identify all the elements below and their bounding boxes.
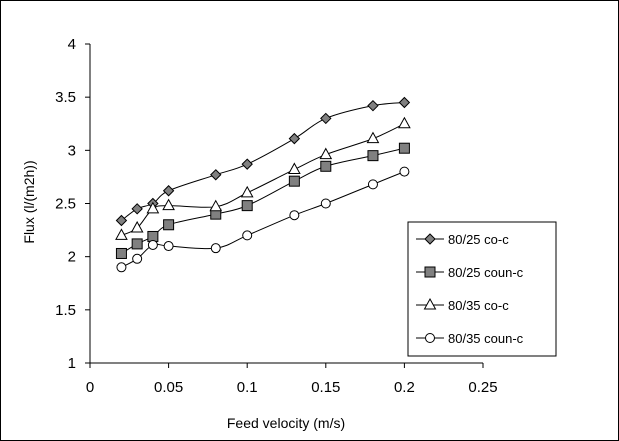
legend-label: 80/35 coun-c [448, 331, 524, 346]
data-point [288, 175, 300, 187]
x-tick-label: 0.2 [394, 379, 415, 396]
data-point [115, 247, 127, 259]
chart-series-layer [115, 96, 411, 273]
data-point [163, 219, 175, 231]
data-point [367, 150, 379, 162]
data-point [162, 198, 175, 211]
data-point [288, 162, 301, 174]
data-point [398, 142, 410, 154]
legend-marker [424, 266, 436, 278]
x-tick-label: 0 [86, 379, 94, 396]
y-tick-label: 1.5 [55, 302, 76, 319]
data-point [289, 210, 300, 221]
data-point [115, 228, 128, 240]
legend-marker [423, 297, 437, 310]
x-tick-label: 0.1 [237, 379, 258, 396]
y-tick-label: 4 [68, 36, 76, 53]
data-point [320, 160, 332, 172]
y-tick-label: 3 [68, 142, 76, 159]
series-line [121, 101, 405, 221]
data-point [367, 99, 379, 112]
legend-item: 80/35 co-c [416, 297, 509, 313]
y-tick-label: 3.5 [55, 89, 76, 106]
series-2 [115, 116, 411, 240]
data-point [398, 116, 411, 129]
legend-label: 80/35 co-c [448, 298, 509, 313]
data-point [131, 203, 143, 215]
data-point [130, 220, 144, 233]
data-point [147, 230, 159, 242]
data-point [399, 166, 410, 177]
y-tick-label: 1 [68, 355, 76, 372]
legend-label: 80/25 co-c [448, 232, 509, 247]
data-point [115, 214, 128, 227]
data-point [320, 198, 331, 209]
data-point [131, 238, 143, 250]
data-point [163, 241, 174, 252]
y-tick-label: 2 [68, 249, 76, 266]
x-tick-label: 0.15 [311, 379, 340, 396]
data-point [146, 201, 160, 214]
legend-marker [424, 233, 436, 245]
legend-label: 80/25 coun-c [448, 265, 524, 280]
legend-item: 80/25 coun-c [416, 265, 524, 280]
series-line [121, 123, 405, 236]
y-tick-label: 2.5 [55, 196, 76, 213]
data-point [210, 169, 222, 181]
legend-box [407, 221, 557, 357]
data-point [242, 230, 253, 241]
data-point [319, 147, 333, 160]
data-point [367, 179, 378, 190]
x-axis-title: Feed velocity (m/s) [227, 415, 345, 431]
y-axis-title: Flux (l/(m2h)) [21, 160, 37, 243]
data-point [320, 112, 332, 125]
data-point [366, 131, 380, 144]
data-point [240, 185, 254, 198]
x-tick-label: 0.25 [468, 379, 497, 396]
data-point [398, 96, 411, 109]
chart-axes: 1 1.5 2 2.5 3 3.5 4 0 0.05 0.1 0.15 0.2 0.25 [55, 36, 497, 396]
series-line [121, 147, 405, 254]
data-point [209, 199, 223, 212]
legend-item: 80/25 co-c [416, 232, 509, 247]
data-point [241, 158, 253, 170]
series-3 [116, 166, 410, 273]
data-point [147, 239, 158, 250]
x-tick-label: 0.05 [154, 379, 183, 396]
chart-legend: 80/25 co-c 80/25 coun-c 80/35 co-c 80/35 co… [407, 221, 557, 357]
data-point [132, 253, 143, 264]
data-point [162, 185, 175, 197]
data-point [241, 200, 253, 212]
data-point [116, 262, 127, 273]
series-line [121, 171, 405, 268]
data-point [288, 132, 301, 145]
legend-marker [425, 333, 435, 343]
legend-item: 80/35 coun-c [416, 331, 524, 346]
series-1 [115, 142, 410, 259]
data-point [210, 243, 221, 254]
